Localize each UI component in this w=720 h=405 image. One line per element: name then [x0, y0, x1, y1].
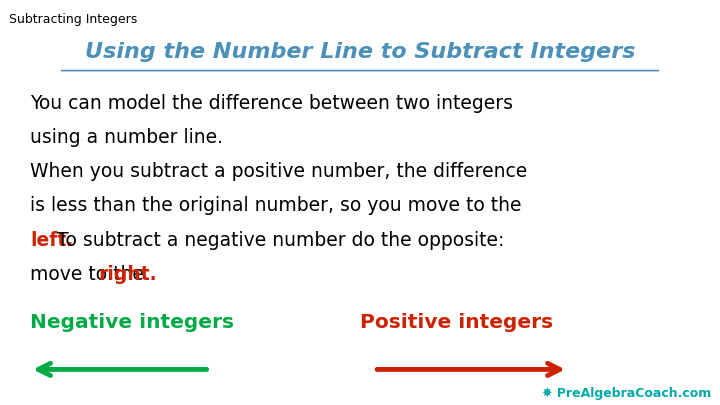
Text: To subtract a negative number do the opposite:: To subtract a negative number do the opp… — [51, 231, 504, 249]
Text: move to the: move to the — [30, 265, 150, 284]
Text: ✸ PreAlgebraCoach.com: ✸ PreAlgebraCoach.com — [542, 387, 711, 400]
Text: using a number line.: using a number line. — [30, 128, 223, 147]
Text: Positive integers: Positive integers — [360, 313, 553, 332]
Text: Using the Number Line to Subtract Integers: Using the Number Line to Subtract Intege… — [85, 42, 635, 62]
Text: right.: right. — [98, 265, 157, 284]
Text: is less than the original number, so you move to the: is less than the original number, so you… — [30, 196, 521, 215]
Text: Subtracting Integers: Subtracting Integers — [9, 13, 137, 26]
Text: When you subtract a positive number, the difference: When you subtract a positive number, the… — [30, 162, 527, 181]
Text: You can model the difference between two integers: You can model the difference between two… — [30, 94, 513, 113]
Text: left.: left. — [30, 231, 73, 249]
Text: Negative integers: Negative integers — [30, 313, 234, 332]
